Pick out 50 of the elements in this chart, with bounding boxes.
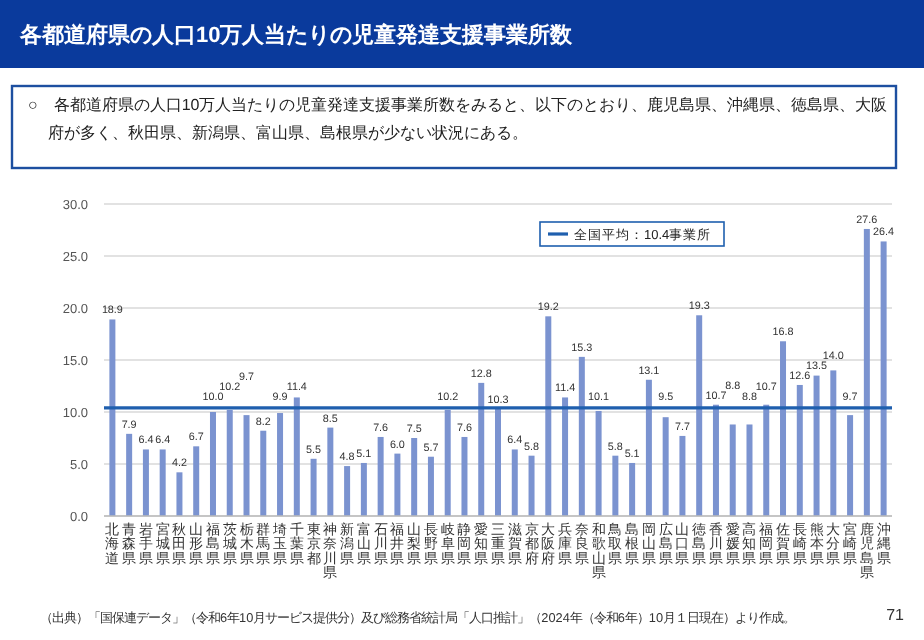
bar [629, 462, 636, 516]
bar [277, 413, 284, 516]
bar [780, 341, 787, 516]
bar [495, 408, 501, 516]
bar [427, 456, 434, 516]
bar [763, 404, 770, 516]
bar [344, 466, 351, 516]
bar [176, 472, 183, 516]
bar [327, 427, 334, 516]
chart-title: 各都道府県の人口10万人当たりの児童発達支援事業所数 [18, 22, 575, 48]
bar [109, 319, 116, 516]
bar [159, 449, 166, 516]
bar [712, 404, 719, 516]
bar [830, 370, 837, 516]
bar [209, 412, 216, 516]
bar [880, 241, 887, 516]
bar [679, 435, 686, 516]
bar [595, 410, 602, 516]
bar [260, 430, 267, 516]
bar [444, 409, 451, 516]
bar [126, 433, 133, 516]
bar [696, 315, 703, 516]
bar [511, 449, 518, 516]
bar [243, 415, 250, 516]
bar [461, 436, 468, 516]
bar [394, 453, 401, 516]
bar [360, 462, 367, 516]
bar [310, 458, 317, 516]
chart-subtitle: ○ 各都道府県の人口10万人当たりの児童発達支援事業所数をみると、以下のとおり、鹿児島県、沖縄県、徳島県、大阪府が多く、秋田県、新潟県、富山県、島根県が少ない状況にある。 [26, 94, 888, 146]
bar [662, 417, 669, 516]
bar [528, 455, 535, 516]
bar [746, 424, 753, 516]
bar [847, 415, 854, 516]
bar [645, 379, 652, 516]
bar [578, 356, 585, 516]
bar [293, 397, 300, 516]
bar [226, 409, 233, 516]
bar [377, 436, 384, 516]
bar [478, 382, 485, 516]
text: 71 [886, 606, 906, 624]
bar [193, 446, 200, 516]
bar [729, 424, 736, 516]
bar [545, 316, 552, 516]
bar [612, 455, 619, 516]
bar [813, 375, 820, 516]
bar [562, 397, 569, 516]
bar [863, 228, 870, 516]
bar [411, 438, 418, 516]
bar [142, 449, 149, 516]
bar [796, 384, 803, 516]
